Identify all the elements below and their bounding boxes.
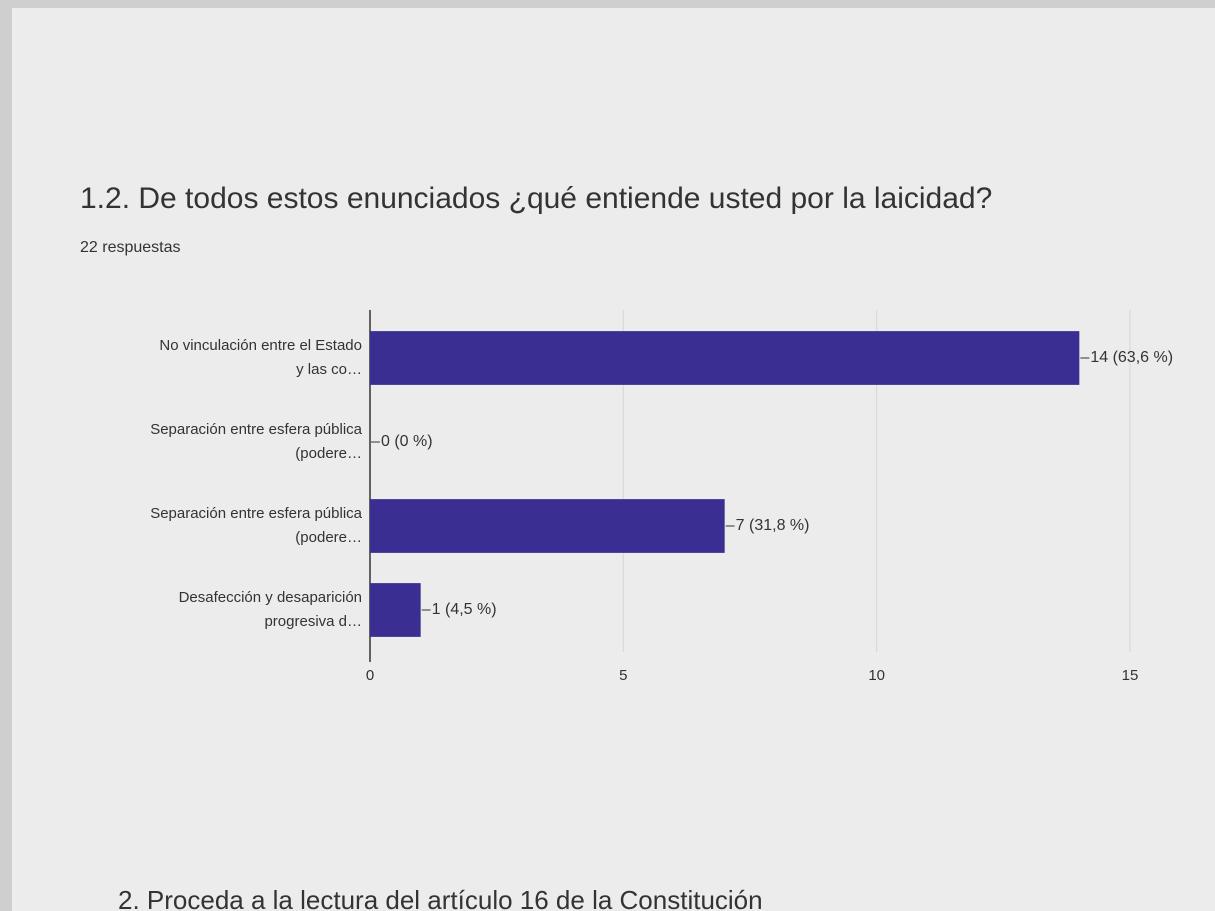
bar xyxy=(370,499,725,553)
y-tick-label: (podere… xyxy=(295,529,362,546)
x-tick-label: 5 xyxy=(619,667,627,684)
y-tick-label: (podere… xyxy=(295,445,362,462)
chart: 1.2. De todos estos enunciados ¿qué enti… xyxy=(0,0,1215,911)
value-label: 7 (31,8 %) xyxy=(736,517,810,534)
value-label: 1 (4,5 %) xyxy=(432,601,497,618)
value-label: 0 (0 %) xyxy=(381,433,433,450)
next-question: 2. Proceda a la lectura del artículo 16 … xyxy=(118,885,763,911)
chart-subtitle: 22 respuestas xyxy=(80,239,181,256)
y-tick-label: Desafección y desaparición xyxy=(179,589,362,606)
y-tick-label: No vinculación entre el Estado xyxy=(159,337,362,354)
page: 1.2. De todos estos enunciados ¿qué enti… xyxy=(0,0,1215,911)
y-tick-label: progresiva d… xyxy=(264,613,362,630)
card xyxy=(12,8,1215,911)
x-tick-label: 15 xyxy=(1122,667,1139,684)
y-tick-label: Separación entre esfera pública xyxy=(150,505,362,522)
y-tick-label: Separación entre esfera pública xyxy=(150,421,362,438)
chart-title: 1.2. De todos estos enunciados ¿qué enti… xyxy=(80,182,992,215)
bar xyxy=(370,583,421,637)
y-tick-label: y las co… xyxy=(296,361,362,378)
x-tick-label: 10 xyxy=(868,667,885,684)
value-label: 14 (63,6 %) xyxy=(1090,349,1173,366)
bar xyxy=(370,331,1079,385)
x-tick-label: 0 xyxy=(366,667,374,684)
